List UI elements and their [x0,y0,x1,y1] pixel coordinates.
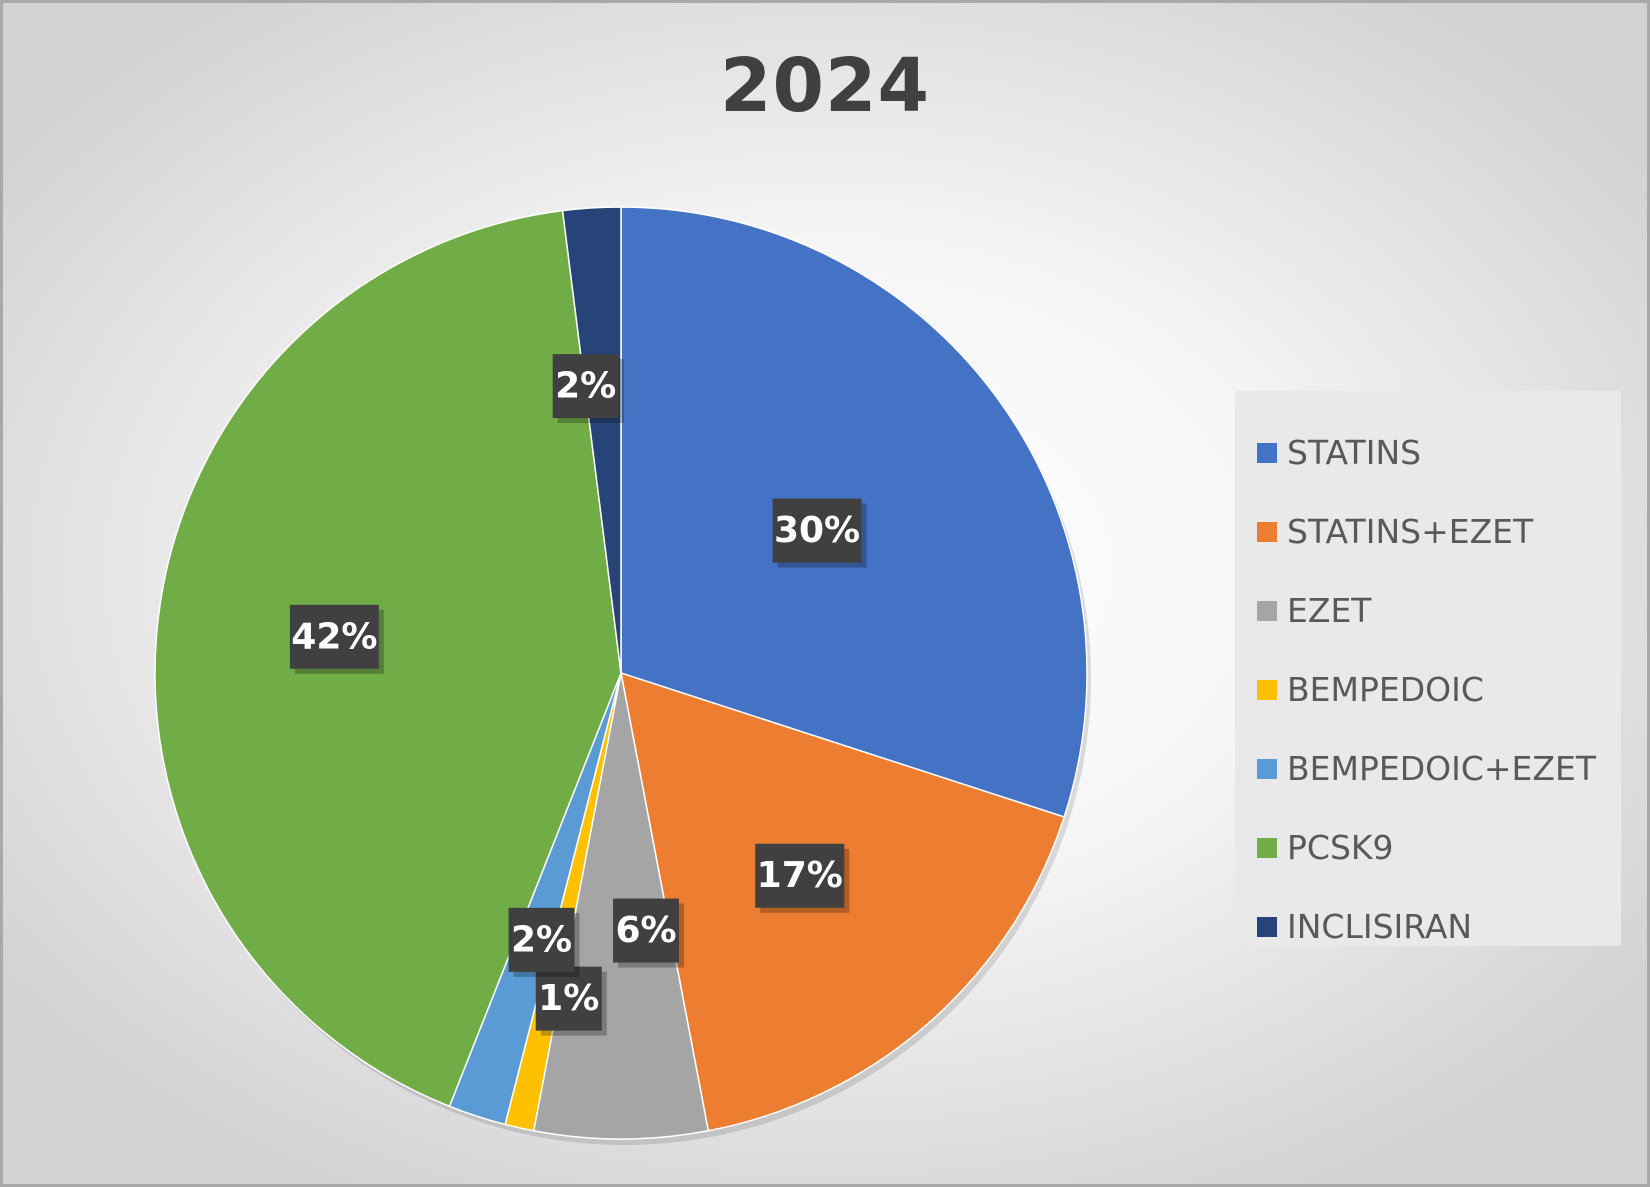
legend-item: STATINS+EZET [1235,492,1621,571]
data-label-text: 1% [538,978,599,1019]
data-label-box [613,898,679,963]
data-label-box [552,354,619,419]
legend-swatch [1257,758,1277,779]
data-label-inclisiran: 2% [552,354,624,424]
legend-swatch [1257,837,1277,858]
legend-swatch [1257,521,1277,542]
legend-label: BEMPEDOIC [1287,670,1484,709]
data-label-box [289,604,379,669]
data-label-box [772,498,862,563]
legend-label: PCSK9 [1287,828,1394,867]
legend-swatch [1257,442,1277,463]
legend-label: STATINS+EZET [1287,512,1534,551]
chart-legend: STATINS STATINS+EZET EZET BEMPEDOIC BEMPEDOI… [1235,391,1621,946]
legend-label: EZET [1287,591,1372,630]
data-label-text: 2% [511,919,572,960]
legend-swatch [1257,679,1277,700]
legend-label: STATINS [1287,433,1422,472]
pie-slices [154,206,1091,1145]
data-label-box [535,966,602,1031]
data-label-text: 17% [757,855,843,896]
data-label-text: 42% [291,616,377,657]
pie-slice-inclisiran [561,206,622,674]
legend-item: PCSK9 [1235,808,1621,887]
legend-item: STATINS [1235,413,1621,492]
legend-label: BEMPEDOIC+EZET [1287,749,1596,788]
legend-item: INCLISIRAN [1235,887,1621,966]
data-label-statins-ezet: 17% [755,843,850,913]
data-label-text: 6% [615,910,676,951]
data-label-bempedoic: 1% [535,966,607,1036]
data-label-bempedoic-ezet: 2% [508,907,580,977]
pie-chart: 30% 17% 6% 1% 2% 42% 2% [154,206,1091,1145]
pie-data-labels: 30% 17% 6% 1% 2% 42% 2% [289,354,867,1036]
legend-swatch [1257,916,1277,937]
data-label-box [755,843,845,908]
data-label-box [508,907,575,972]
data-label-text: 2% [555,366,616,407]
legend-item: BEMPEDOIC [1235,650,1621,729]
legend-swatch [1257,600,1277,621]
legend-label: INCLISIRAN [1287,907,1473,946]
legend-item: EZET [1235,571,1621,650]
chart-title: 2024 [720,43,930,129]
data-label-ezet: 6% [613,898,684,968]
data-label-pcsk9: 42% [289,604,384,674]
pie-slice-pcsk9 [154,209,622,1108]
data-label-statins: 30% [772,498,867,568]
legend-item: BEMPEDOIC+EZET [1235,729,1621,808]
data-label-text: 30% [774,510,860,551]
